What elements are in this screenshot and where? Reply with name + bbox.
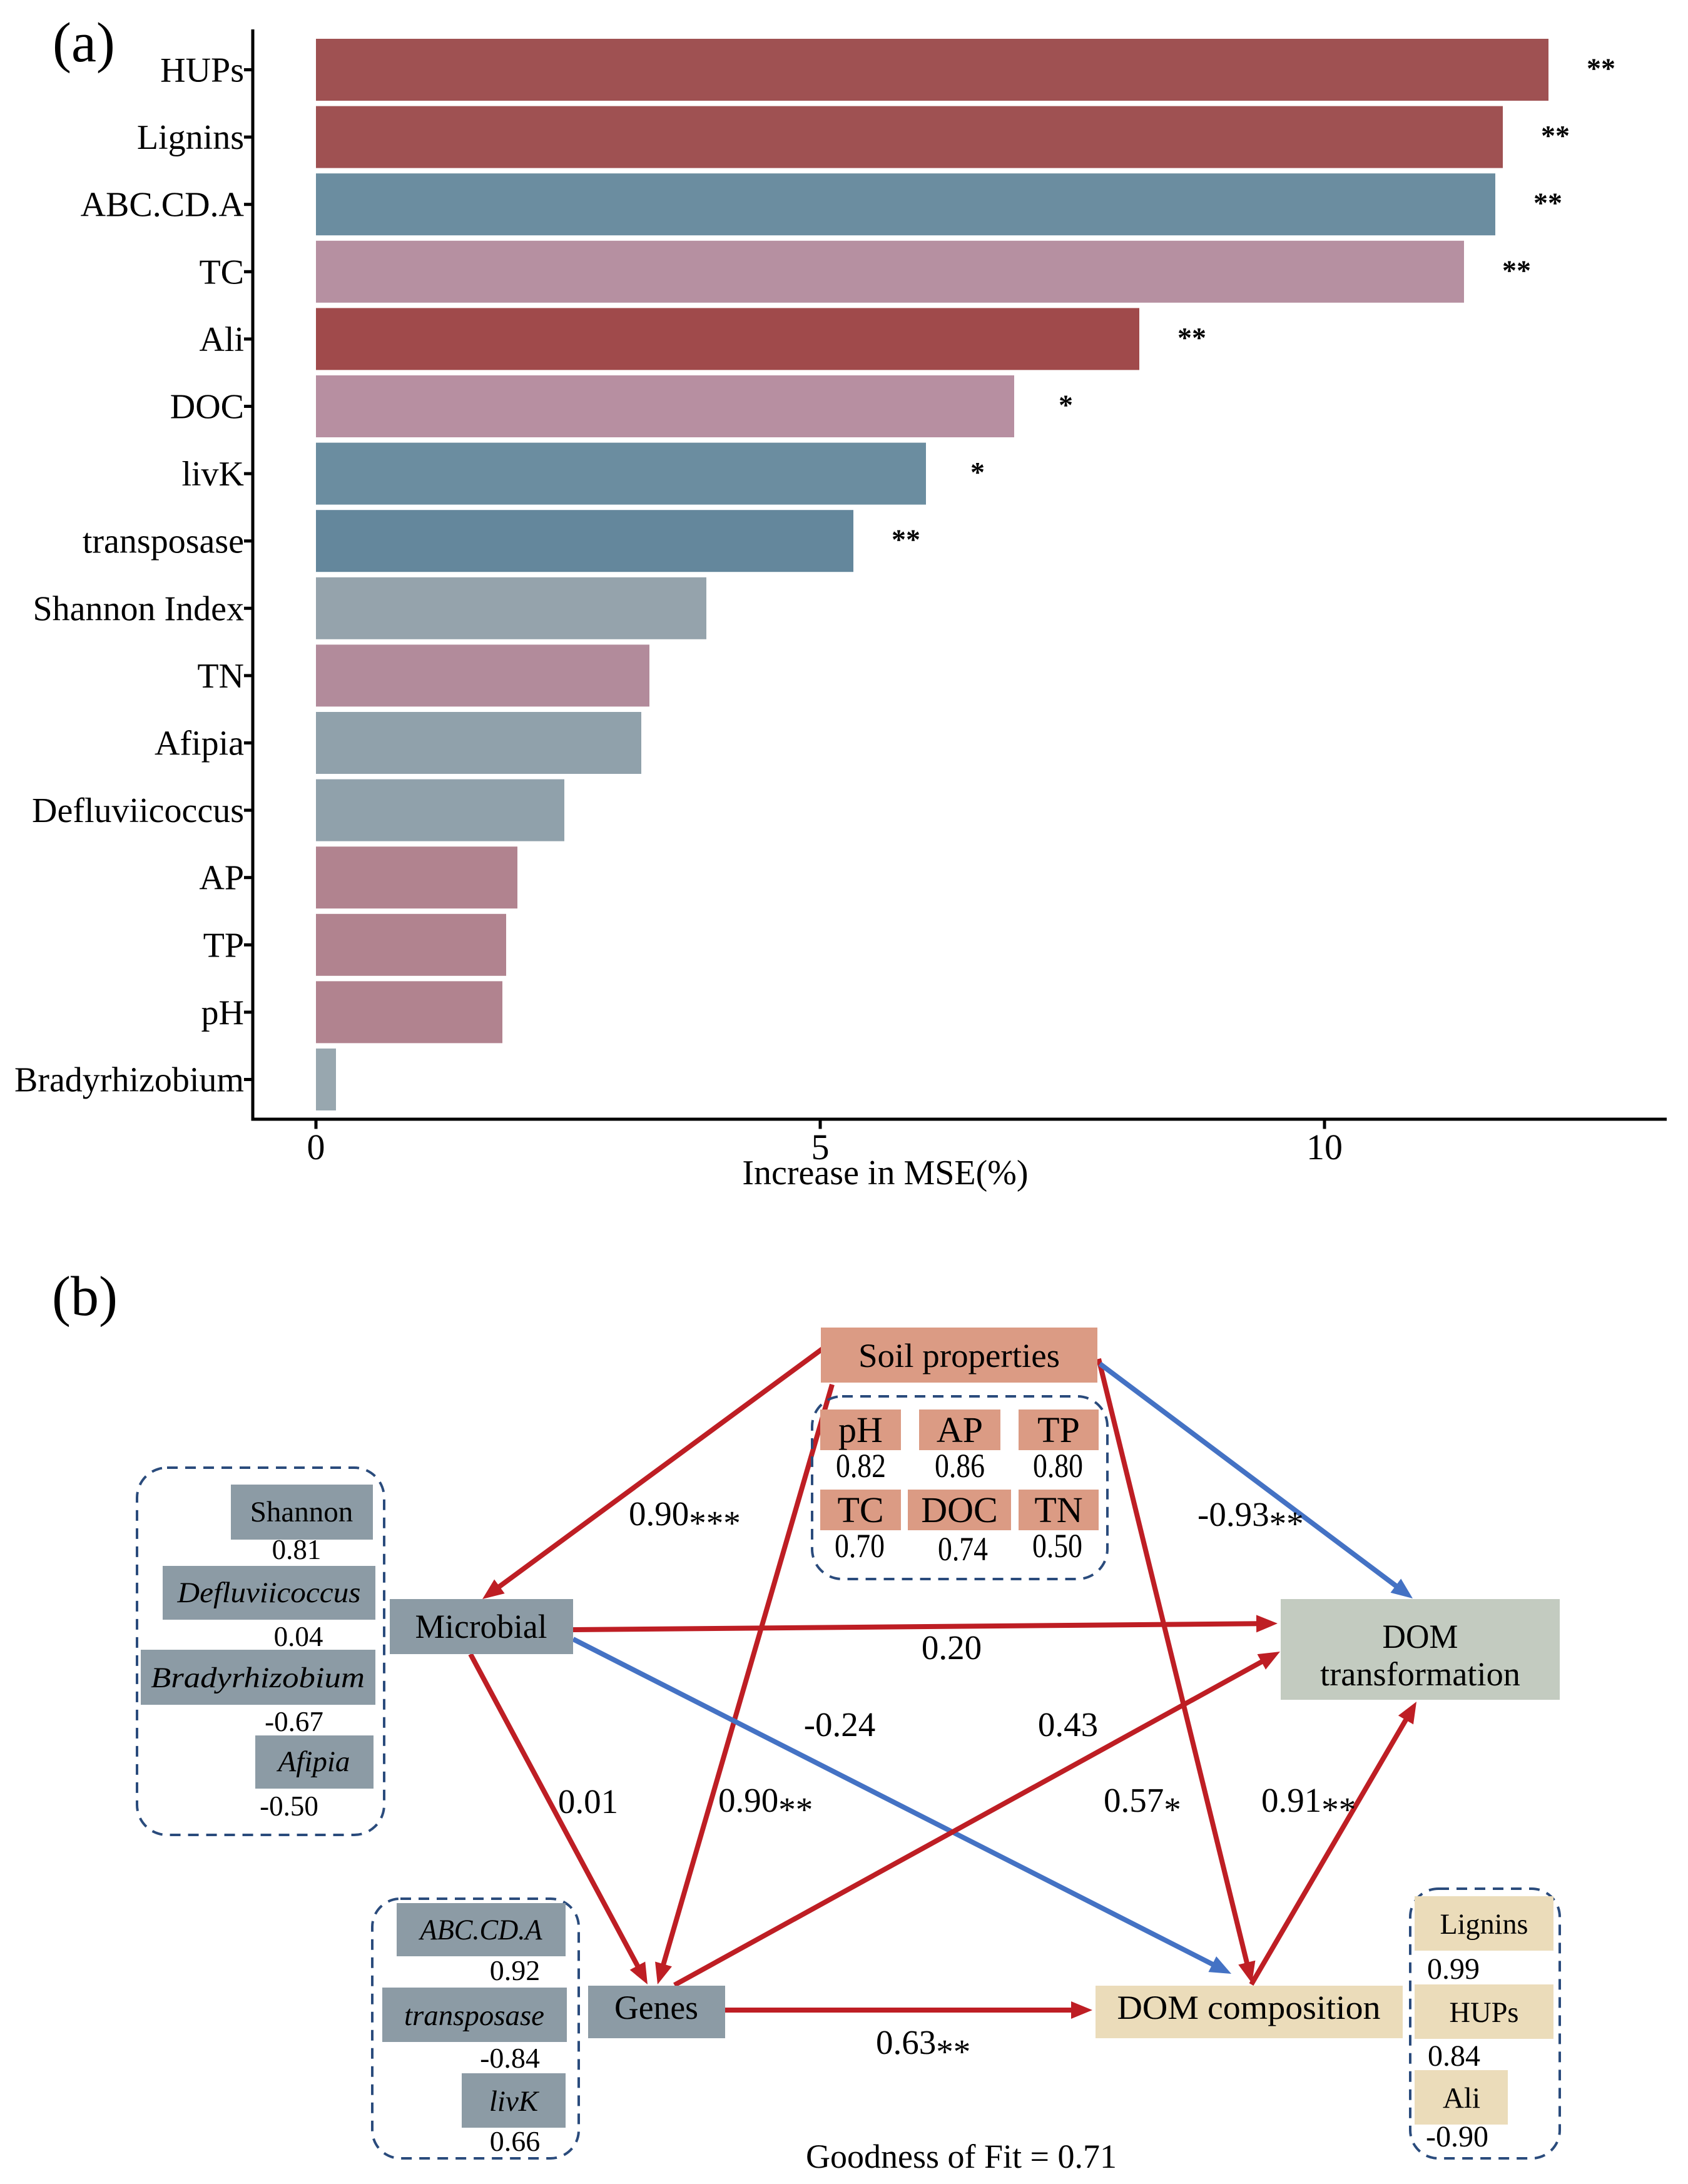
svg-text:-0.67: -0.67 [265, 1706, 323, 1737]
svg-text:Lignins: Lignins [137, 118, 244, 157]
svg-text:HUPs: HUPs [160, 51, 244, 90]
svg-text:transposase: transposase [83, 522, 244, 561]
svg-text:10: 10 [1306, 1127, 1343, 1167]
svg-text:Bradyrhizobium: Bradyrhizobium [14, 1061, 244, 1100]
svg-text:pH: pH [838, 1409, 883, 1450]
svg-text:**: ** [1502, 254, 1531, 286]
svg-text:AP: AP [199, 859, 244, 898]
svg-text:livK: livK [489, 2085, 540, 2118]
svg-text:Afipia: Afipia [277, 1745, 350, 1778]
svg-text:**: ** [892, 524, 920, 556]
svg-text:ABC.CD.A: ABC.CD.A [81, 186, 245, 225]
svg-text:5: 5 [811, 1127, 830, 1167]
svg-text:0.86: 0.86 [935, 1447, 985, 1485]
svg-text:*: * [1059, 389, 1073, 421]
svg-text:0: 0 [307, 1127, 325, 1167]
svg-text:DOC: DOC [921, 1490, 997, 1530]
svg-text:*: * [970, 456, 985, 488]
svg-text:0.04: 0.04 [274, 1621, 323, 1652]
svg-text:Ali: Ali [199, 320, 244, 359]
svg-text:TN: TN [197, 657, 244, 696]
svg-text:-0.50: -0.50 [260, 1790, 318, 1822]
svg-text:Lignins: Lignins [1440, 1908, 1528, 1941]
svg-text:**: ** [1533, 187, 1562, 219]
svg-text:TP: TP [1037, 1409, 1080, 1450]
svg-text:Defluviicoccus: Defluviicoccus [176, 1577, 360, 1609]
svg-text:-0.24: -0.24 [804, 1705, 876, 1744]
svg-text:Goodness of Fit = 0.71: Goodness of Fit = 0.71 [806, 2138, 1117, 2175]
svg-text:transposase: transposase [404, 1999, 544, 2032]
svg-text:transformation: transformation [1320, 1655, 1520, 1693]
svg-text:0.20: 0.20 [922, 1628, 982, 1667]
svg-text:Afipia: Afipia [155, 724, 244, 763]
svg-text:Bradyrhizobium: Bradyrhizobium [151, 1662, 365, 1694]
svg-text:Shannon: Shannon [250, 1496, 353, 1528]
svg-text:Shannon Index: Shannon Index [33, 589, 244, 628]
svg-text:TC: TC [837, 1490, 883, 1530]
svg-text:TP: TP [203, 926, 244, 965]
svg-text:0.74: 0.74 [938, 1530, 988, 1568]
svg-text:(b): (b) [52, 1266, 118, 1328]
svg-text:0.99: 0.99 [1427, 1953, 1480, 1986]
svg-text:-0.84: -0.84 [480, 2042, 540, 2074]
svg-text:HUPs: HUPs [1450, 1996, 1519, 2029]
svg-text:0.81: 0.81 [272, 1534, 322, 1565]
svg-text:livK: livK [181, 455, 244, 494]
svg-text:0.92: 0.92 [490, 1954, 541, 1986]
svg-text:ABC.CD.A: ABC.CD.A [419, 1914, 542, 1946]
svg-text:pH: pH [201, 993, 244, 1032]
svg-text:0.84: 0.84 [1428, 2039, 1480, 2073]
svg-text:TN: TN [1034, 1490, 1082, 1530]
svg-text:AP: AP [937, 1409, 983, 1450]
svg-text:Genes: Genes [614, 1989, 698, 2026]
svg-text:Soil properties: Soil properties [858, 1337, 1060, 1374]
svg-text:Increase in MSE(%): Increase in MSE(%) [742, 1154, 1028, 1192]
svg-text:(a): (a) [53, 12, 115, 74]
svg-text:DOC: DOC [170, 388, 244, 427]
svg-text:**: ** [1177, 322, 1206, 353]
svg-text:0.66: 0.66 [490, 2125, 541, 2157]
svg-text:Defluviicoccus: Defluviicoccus [32, 791, 244, 830]
svg-text:0.80: 0.80 [1033, 1447, 1083, 1485]
svg-text:DOM composition: DOM composition [1117, 1989, 1381, 2026]
svg-text:Microbial: Microbial [415, 1608, 547, 1645]
svg-text:**: ** [1541, 119, 1570, 151]
svg-text:Ali: Ali [1443, 2082, 1480, 2115]
svg-text:DOM: DOM [1383, 1618, 1458, 1655]
svg-text:0.50: 0.50 [1032, 1527, 1082, 1565]
svg-text:TC: TC [199, 253, 244, 292]
svg-text:0.82: 0.82 [836, 1447, 886, 1485]
svg-text:-0.90: -0.90 [1426, 2120, 1488, 2153]
svg-text:0.01: 0.01 [558, 1782, 618, 1821]
svg-text:0.70: 0.70 [835, 1527, 885, 1565]
svg-text:**: ** [1587, 53, 1615, 84]
svg-text:0.43: 0.43 [1038, 1705, 1098, 1744]
